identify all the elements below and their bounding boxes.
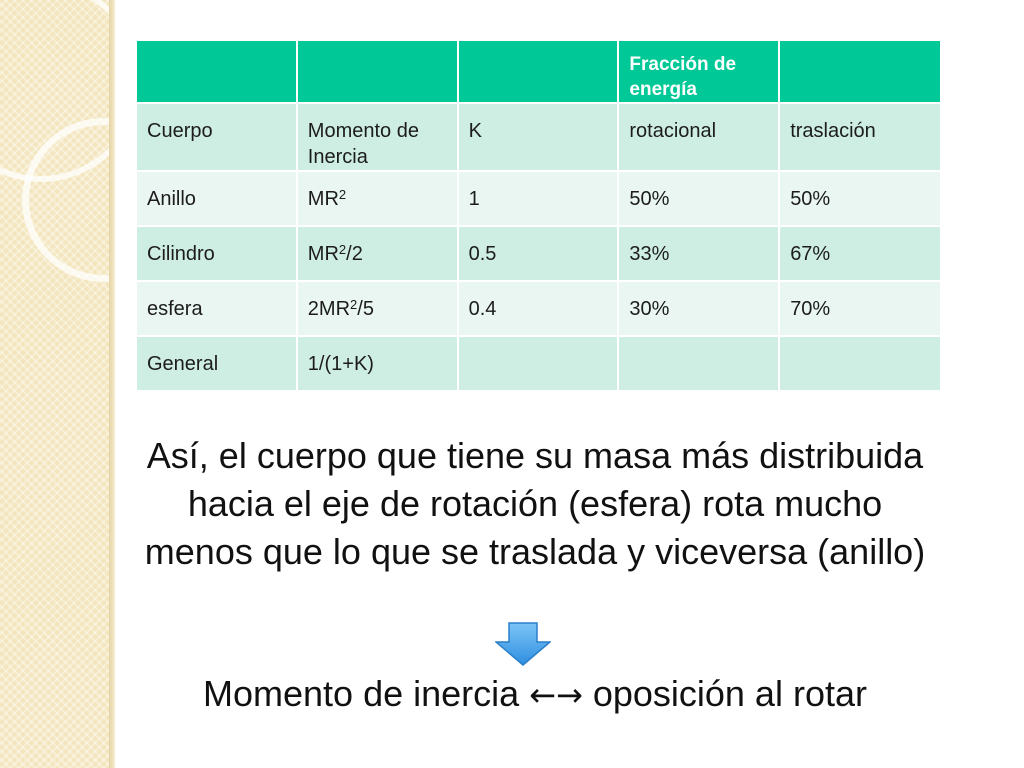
header-cell xyxy=(297,41,457,103)
table-cell: 0.5 xyxy=(458,227,618,281)
down-arrow-icon xyxy=(495,622,551,666)
table-cell: 33% xyxy=(619,227,779,281)
table-cell: 2MR2/5 xyxy=(297,282,457,336)
table-cell: traslación xyxy=(780,104,940,171)
table-cell xyxy=(780,337,940,391)
table-cell: Anillo xyxy=(137,172,296,226)
decorative-side-band xyxy=(0,0,114,768)
header-cell xyxy=(137,41,296,103)
table-cell: 1/(1+K) xyxy=(297,337,457,391)
table-row: Cilindro MR2/2 0.5 33% 67% xyxy=(137,227,940,281)
table-cell: 0.4 xyxy=(458,282,618,336)
table-cell: Cuerpo xyxy=(137,104,296,171)
table-cell: MR2/2 xyxy=(297,227,457,281)
table-row: esfera 2MR2/5 0.4 30% 70% xyxy=(137,282,940,336)
table-cell: 50% xyxy=(780,172,940,226)
table-row: Cuerpo Momento de Inercia K rotacional t… xyxy=(137,104,940,171)
table-header-row: Fracción de energía xyxy=(137,41,940,103)
table-cell: MR2 xyxy=(297,172,457,226)
table-cell: 67% xyxy=(780,227,940,281)
conclusion-line: Momento de inercia ←→ oposición al rotar xyxy=(130,670,940,719)
table-cell xyxy=(619,337,779,391)
table-cell: rotacional xyxy=(619,104,779,171)
side-band-edge xyxy=(109,0,115,768)
table-cell: 1 xyxy=(458,172,618,226)
table-cell: 50% xyxy=(619,172,779,226)
conclusion-left: Momento de inercia xyxy=(203,673,520,714)
header-cell xyxy=(780,41,940,103)
conclusion-right: oposición al rotar xyxy=(592,673,867,714)
header-cell xyxy=(458,41,618,103)
table-row: General 1/(1+K) xyxy=(137,337,940,391)
table-cell: 30% xyxy=(619,282,779,336)
table-cell: General xyxy=(137,337,296,391)
table-cell: esfera xyxy=(137,282,296,336)
explanation-text: Así, el cuerpo que tiene su masa más dis… xyxy=(144,435,926,572)
table-cell: Momento de Inercia xyxy=(297,104,457,171)
table-cell xyxy=(458,337,618,391)
double-arrow-icon: ←→ xyxy=(529,676,583,714)
table-cell: K xyxy=(458,104,618,171)
table-row: Anillo MR2 1 50% 50% xyxy=(137,172,940,226)
energy-fraction-table: Fracción de energía Cuerpo Momento de In… xyxy=(135,39,942,393)
table-cell: Cilindro xyxy=(137,227,296,281)
table-cell: 70% xyxy=(780,282,940,336)
header-cell-energy-fraction: Fracción de energía xyxy=(619,41,779,103)
